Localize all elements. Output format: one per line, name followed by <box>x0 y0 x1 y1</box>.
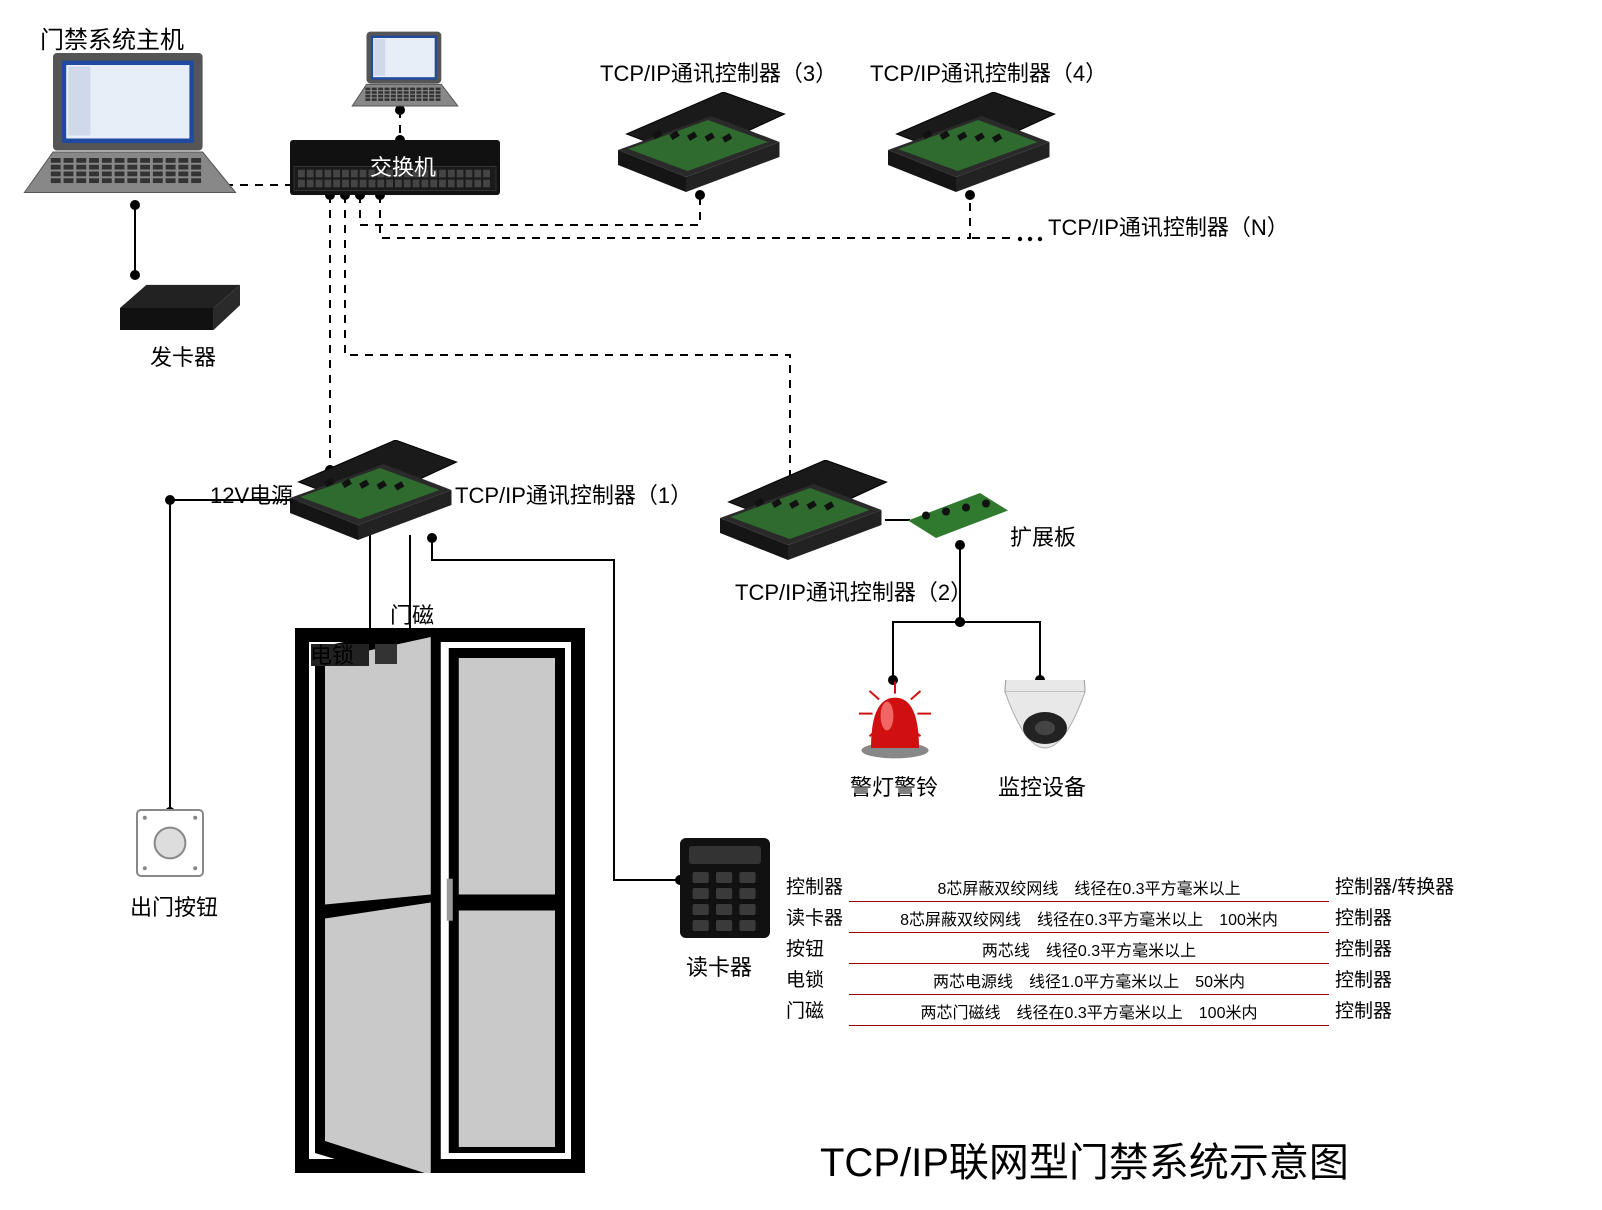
wiring-spec: 两芯线 线径0.3平方毫米以上 <box>849 932 1329 963</box>
table-row: 控制器8芯屏蔽双绞网线 线径在0.3平方毫米以上控制器/转换器 <box>780 870 1460 901</box>
wiring-spec-table: 控制器8芯屏蔽双绞网线 线径在0.3平方毫米以上控制器/转换器读卡器8芯屏蔽双绞… <box>780 870 1460 1026</box>
controller-icon <box>720 460 890 560</box>
table-row: 读卡器8芯屏蔽双绞网线 线径在0.3平方毫米以上 100米内控制器 <box>780 901 1460 932</box>
wiring-spec: 8芯屏蔽双绞网线 线径在0.3平方毫米以上 100米内 <box>849 901 1329 932</box>
controller-icon <box>290 440 460 540</box>
label-alarm: 警灯警铃 <box>850 770 938 802</box>
keypad-icon <box>680 838 770 938</box>
camera-icon <box>995 680 1095 760</box>
diagram-title: TCP/IP联网型门禁系统示意图 <box>820 1130 1349 1188</box>
wiring-right: 控制器 <box>1329 963 1460 994</box>
expansion-icon <box>908 493 1008 543</box>
label-reader: 读卡器 <box>686 950 752 982</box>
wiring-spec: 两芯门磁线 线径在0.3平方毫米以上 100米内 <box>849 994 1329 1025</box>
wiring-right: 控制器 <box>1329 994 1460 1025</box>
wiring-left: 电锁 <box>780 963 849 994</box>
wiring-left: 控制器 <box>780 870 849 901</box>
label-elock: 电锁 <box>310 638 354 670</box>
alarm-icon <box>855 680 935 760</box>
card-issuer-icon <box>120 275 240 330</box>
wiring-spec: 两芯电源线 线径1.0平方毫米以上 50米内 <box>849 963 1329 994</box>
table-row: 按钮两芯线 线径0.3平方毫米以上控制器 <box>780 932 1460 963</box>
label-ctrl3: TCP/IP通讯控制器（3） <box>600 56 837 88</box>
label-psu12v: 12V电源 <box>210 478 293 510</box>
controller-icon <box>618 92 788 192</box>
table-row: 门磁两芯门磁线 线径在0.3平方毫米以上 100米内控制器 <box>780 994 1460 1025</box>
wiring-spec: 8芯屏蔽双绞网线 线径在0.3平方毫米以上 <box>849 870 1329 901</box>
table-row: 电锁两芯电源线 线径1.0平方毫米以上 50米内控制器 <box>780 963 1460 994</box>
wiring-left: 读卡器 <box>780 901 849 932</box>
laptop-icon <box>20 50 240 200</box>
label-expboard: 扩展板 <box>1010 520 1076 552</box>
ellipsis-icon <box>1015 234 1045 244</box>
door-icon <box>295 628 585 1173</box>
wiring-left: 按钮 <box>780 932 849 963</box>
wiring-right: 控制器 <box>1329 932 1460 963</box>
controller-icon <box>888 92 1058 192</box>
label-ctrl4: TCP/IP通讯控制器（4） <box>870 56 1107 88</box>
wiring-left: 门磁 <box>780 994 849 1025</box>
label-issuer: 发卡器 <box>150 340 216 372</box>
exit-button-icon <box>135 808 205 878</box>
wiring-right: 控制器/转换器 <box>1329 870 1460 901</box>
label-ctrl1: TCP/IP通讯控制器（1） <box>455 478 692 510</box>
label-ctrlN: TCP/IP通讯控制器（N） <box>1048 210 1289 242</box>
wiring-right: 控制器 <box>1329 901 1460 932</box>
label-ctrl2: TCP/IP通讯控制器（2） <box>735 575 972 607</box>
label-exit: 出门按钮 <box>130 890 218 922</box>
laptop-icon <box>350 30 460 110</box>
label-doorsensor: 门磁 <box>390 598 434 630</box>
label-switch: 交换机 <box>370 150 436 182</box>
label-camera: 监控设备 <box>998 770 1086 802</box>
label-host: 门禁系统主机 <box>40 20 184 55</box>
